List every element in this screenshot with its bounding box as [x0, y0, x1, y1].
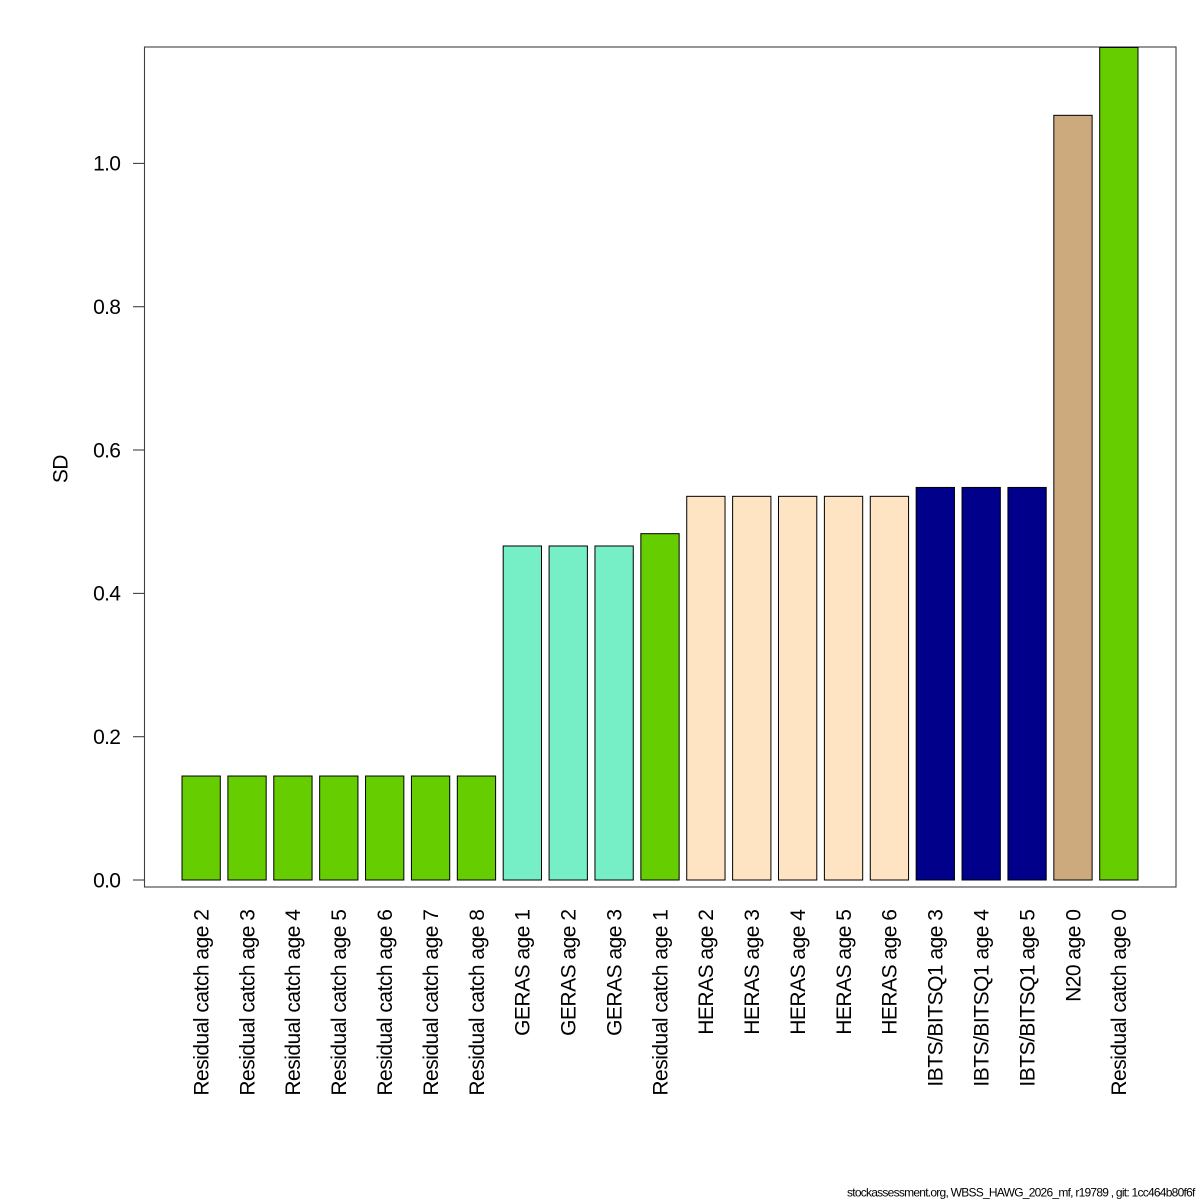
svg-text:0.0: 0.0	[93, 869, 120, 892]
svg-text:Residual catch age 5: Residual catch age 5	[328, 910, 351, 1096]
svg-text:Residual catch age 2: Residual catch age 2	[190, 910, 213, 1096]
svg-text:Residual catch age 3: Residual catch age 3	[236, 910, 259, 1096]
svg-text:1.0: 1.0	[93, 153, 120, 176]
svg-text:Residual catch age 0: Residual catch age 0	[1108, 910, 1131, 1096]
svg-text:GERAS age 3: GERAS age 3	[603, 910, 626, 1036]
svg-text:0.4: 0.4	[93, 583, 121, 606]
svg-text:Residual catch age 1: Residual catch age 1	[649, 910, 672, 1096]
svg-text:GERAS age 2: GERAS age 2	[558, 910, 581, 1036]
svg-text:0.8: 0.8	[93, 296, 120, 319]
svg-text:HERAS age 4: HERAS age 4	[787, 909, 810, 1035]
svg-text:HERAS age 6: HERAS age 6	[879, 910, 902, 1035]
svg-text:stockassessment.org, WBSS_HAWG: stockassessment.org, WBSS_HAWG_2026_mf, …	[847, 1185, 1196, 1199]
svg-text:0.6: 0.6	[93, 439, 120, 462]
svg-text:Residual catch age 7: Residual catch age 7	[420, 910, 443, 1096]
svg-text:IBTS/BITSQ1 age 4: IBTS/BITSQ1 age 4	[970, 909, 993, 1087]
svg-text:SD: SD	[50, 455, 73, 483]
svg-text:HERAS age 2: HERAS age 2	[695, 910, 718, 1035]
svg-text:Residual catch age 6: Residual catch age 6	[374, 910, 397, 1096]
svg-text:N20 age 0: N20 age 0	[1062, 910, 1085, 1002]
svg-text:HERAS age 3: HERAS age 3	[741, 910, 764, 1035]
svg-text:Residual catch age 4: Residual catch age 4	[282, 909, 305, 1096]
svg-text:Residual catch age 8: Residual catch age 8	[466, 910, 489, 1096]
svg-text:HERAS age 5: HERAS age 5	[833, 910, 856, 1035]
svg-text:GERAS age 1: GERAS age 1	[512, 910, 535, 1036]
svg-text:0.2: 0.2	[93, 726, 120, 749]
svg-text:IBTS/BITSQ1 age 5: IBTS/BITSQ1 age 5	[1016, 910, 1039, 1087]
svg-text:IBTS/BITSQ1 age 3: IBTS/BITSQ1 age 3	[925, 910, 948, 1087]
